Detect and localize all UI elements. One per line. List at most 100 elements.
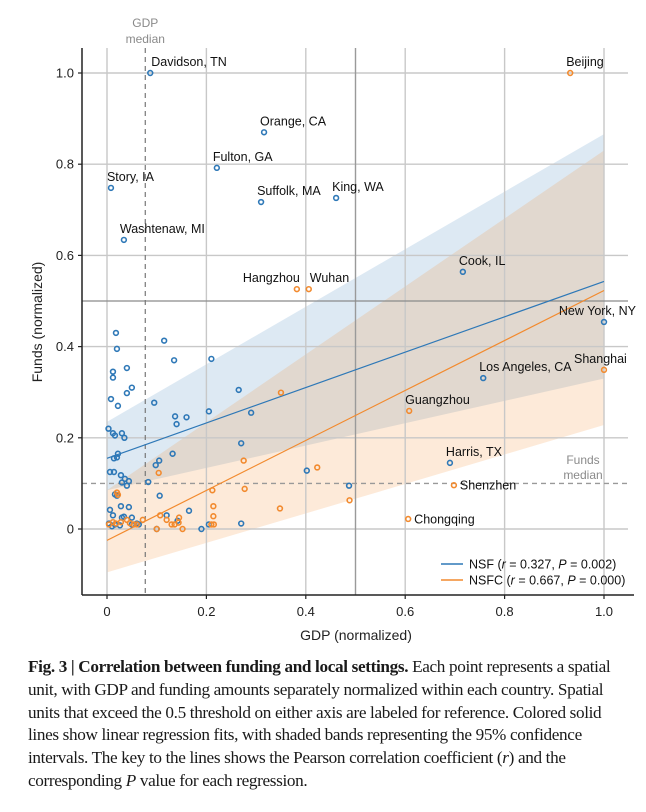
nsfc-point: [117, 518, 125, 526]
y-tick-label: 0.8: [56, 157, 74, 172]
nsf-point: [123, 364, 131, 372]
figure-caption: Fig. 3 | Correlation between funding and…: [28, 656, 628, 793]
x-tick-label: 0: [103, 604, 110, 619]
nsf-point: [106, 468, 114, 476]
point-label-orange-ca: Orange, CA: [260, 114, 327, 128]
nsfc-point: [208, 521, 215, 528]
nsf-point: [113, 454, 121, 461]
caption-figure-label: Fig. 3 | Correlation between funding and…: [28, 657, 409, 676]
nsf-labeled-point: [459, 268, 467, 276]
nsf-point: [107, 395, 115, 403]
point-label-cook-il: Cook, IL: [459, 254, 506, 268]
nsf-point: [110, 455, 118, 462]
nsfc-labeled-point: [600, 366, 608, 374]
point-label-wuhan: Wuhan: [310, 271, 349, 285]
nsf-point: [205, 408, 213, 415]
caption-r-symbol: r: [502, 748, 509, 768]
nsf-point: [111, 432, 119, 439]
x-axis-title: GDP (normalized): [300, 627, 412, 643]
axes: 0 0.2 0.4 0.6 0.8 1.0 0 0.2 0.4 0.6 0.8 1.0 GDP (nor…: [29, 48, 634, 643]
nsf-labeled-point: [600, 318, 608, 326]
x-tick-label: 0.6: [396, 604, 414, 619]
point-label-chongqing: Chongqing: [414, 512, 475, 526]
caption-text-1: Each point represents a spatial unit, wi…: [28, 657, 611, 768]
point-label-harris-tx: Harris, TX: [446, 445, 503, 459]
y-tick-label: 0.4: [56, 339, 74, 354]
nsfc-point: [240, 457, 247, 464]
nsf-point: [113, 345, 121, 353]
x-tick-label: 1.0: [595, 604, 613, 619]
nsfc-point: [277, 389, 285, 396]
nsf-point: [128, 514, 136, 521]
legend-label-nsfc: NSFC (r = 0.667, P = 0.000): [469, 574, 625, 588]
y-tick-label: 0.6: [56, 248, 74, 263]
nsf-point: [171, 413, 179, 420]
nsf-point: [117, 471, 125, 479]
nsf-point: [345, 482, 353, 489]
nsf-point: [109, 374, 117, 381]
y-tick-label: 1.0: [56, 66, 74, 81]
nsf-labeled-point: [260, 129, 268, 136]
nsf-point: [185, 507, 193, 514]
nsf-labeled-point: [107, 184, 115, 192]
nsfc-point: [175, 514, 183, 521]
nsf-point: [110, 468, 118, 476]
nsf-point: [169, 450, 176, 457]
point-label-story-ia: Story, IA: [107, 170, 155, 184]
legend-label-nsf: NSF (r = 0.327, P = 0.002): [469, 558, 616, 572]
nsf-point: [105, 425, 112, 432]
nsf-point: [109, 368, 117, 375]
nsfc-point: [241, 485, 248, 493]
point-label-shenzhen: Shenzhen: [460, 479, 516, 493]
regression-lines: [106, 280, 605, 541]
nsf-point: [121, 434, 128, 441]
nsf-point: [123, 389, 131, 397]
nsf-point: [114, 402, 122, 410]
nsfc-point: [163, 516, 170, 524]
legend: NSF (r = 0.327, P = 0.002) NSFC (r = 0.66…: [441, 558, 625, 588]
point-label-davidson-tn: Davidson, TN: [151, 55, 227, 69]
point-label-guangzhou: Guangzhou: [405, 393, 470, 407]
gdp-median-label-line1: GDP: [132, 16, 158, 30]
gridlines: [82, 48, 628, 595]
data-points: [105, 69, 608, 533]
nsf-point: [183, 414, 190, 421]
nsf-point: [112, 329, 120, 337]
nsf-point: [155, 457, 163, 464]
caption-p-symbol: P: [125, 770, 137, 790]
nsfc-point: [210, 503, 217, 510]
nsf-point: [117, 503, 125, 510]
nsfc-point: [130, 521, 138, 528]
nsf-point: [170, 357, 178, 364]
nsfc-labeled-point: [567, 69, 574, 77]
y-tick-label: 0.2: [56, 430, 74, 445]
nsf-point: [247, 409, 255, 416]
x-tick-label: 0.2: [197, 604, 215, 619]
nsf-point: [198, 525, 205, 533]
funds-median-label-line1: Funds: [566, 453, 599, 467]
caption-text-3: value for each regression.: [135, 770, 308, 790]
regression-line-nsf: [106, 280, 605, 459]
nsfc-point: [156, 512, 164, 519]
nsf-point: [145, 478, 152, 486]
nsf-point: [152, 461, 159, 469]
nsf-point: [109, 512, 117, 519]
nsfc-point: [346, 497, 353, 504]
nsf-labeled-point: [480, 374, 487, 382]
nsfc-labeled-point: [293, 285, 301, 293]
x-tick-label: 0.4: [297, 604, 315, 619]
nsfc-point: [209, 487, 216, 494]
nsfc-labeled-point: [404, 515, 412, 523]
point-label-hangzhou: Hangzhou: [243, 271, 300, 285]
nsfc-point: [114, 491, 122, 498]
nsf-point: [160, 337, 168, 344]
nsf-point: [106, 506, 114, 514]
point-label-los-angeles-ca: Los Angeles, CA: [479, 360, 572, 374]
nsf-labeled-point: [147, 69, 154, 77]
nsfc-labeled-point: [405, 407, 413, 415]
nsf-point: [123, 482, 131, 489]
nsf-point: [303, 467, 310, 474]
nsf-labeled-point: [332, 194, 340, 202]
